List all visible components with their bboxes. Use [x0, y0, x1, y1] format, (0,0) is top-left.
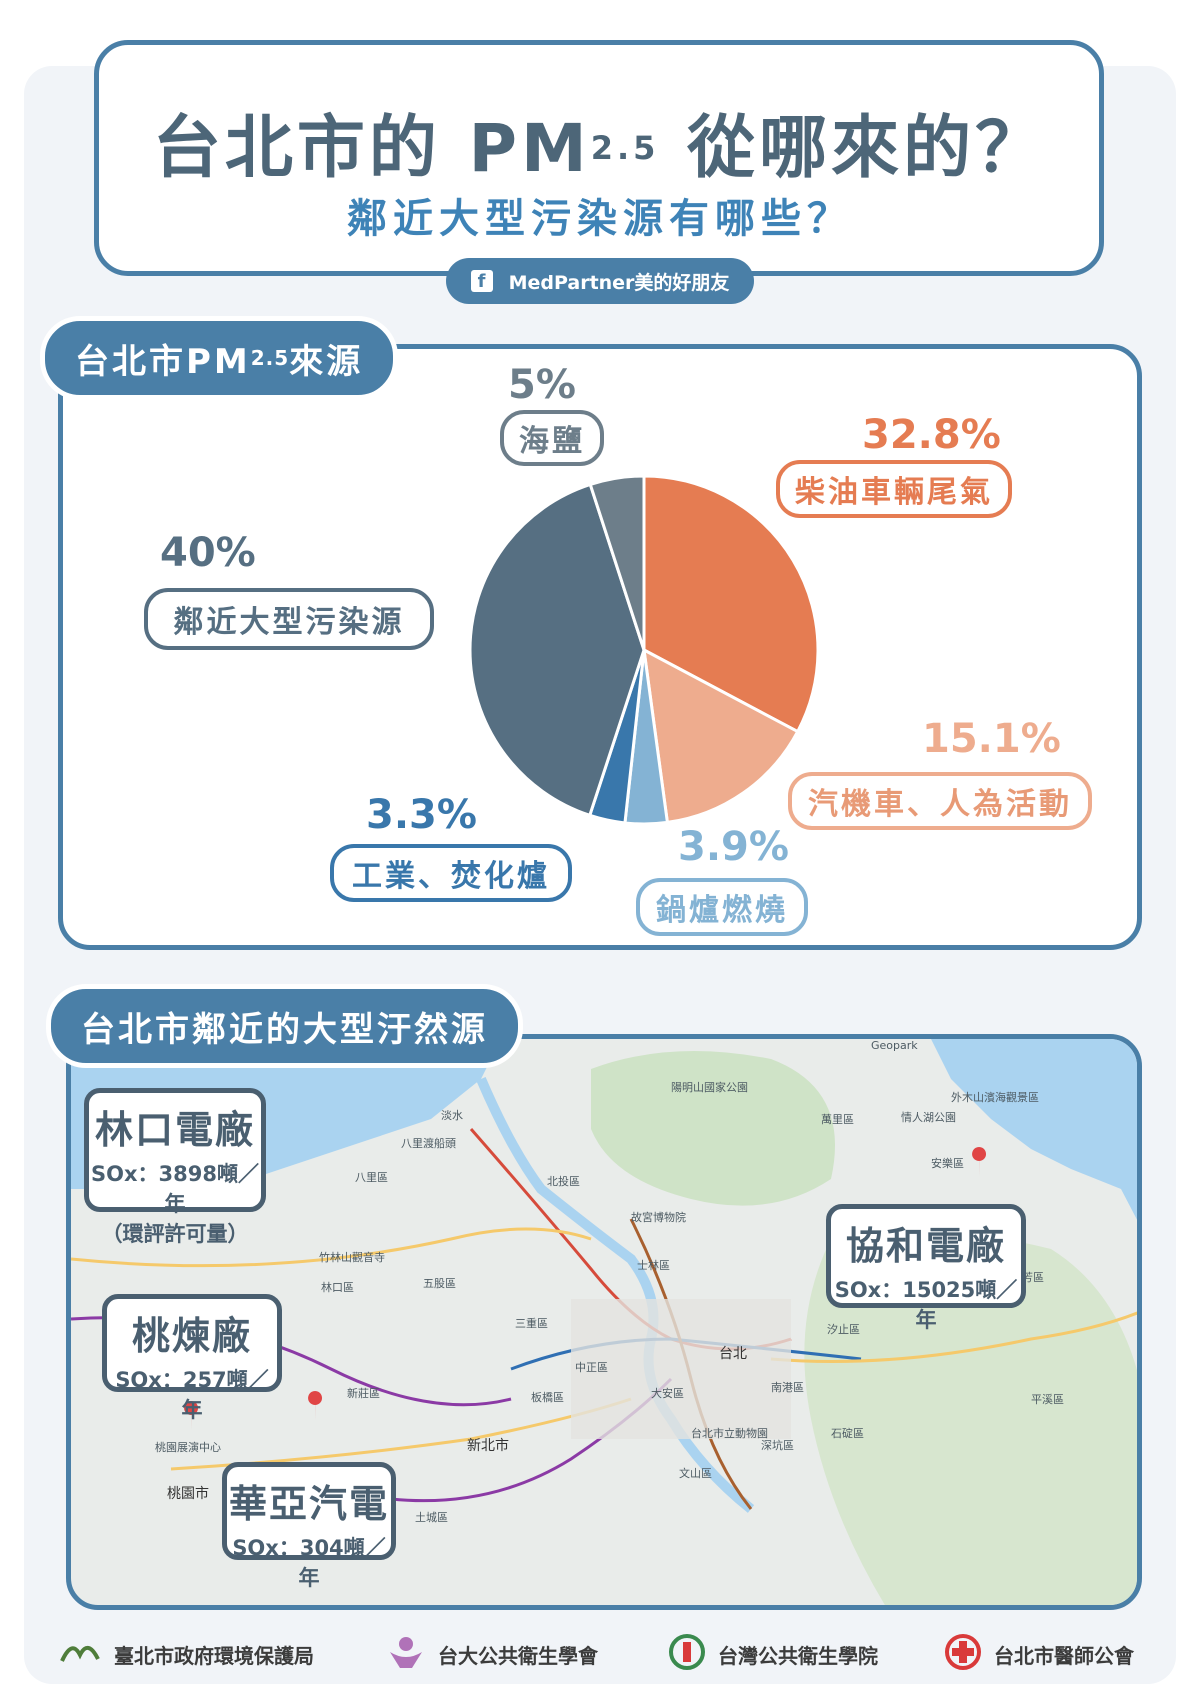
map-label-xinzhuang: 新莊區 [347, 1387, 380, 1400]
plant-linkou-sox: SOx：3898噸／年 [91, 1162, 259, 1216]
map-label-palace-museum: 故宮博物院 [631, 1211, 686, 1224]
epa-logo-icon [58, 1635, 102, 1674]
section-title-sources: 台北市PM 2.5 來源 [40, 316, 399, 400]
map-label-lovers-lake: 情人湖公園 [901, 1111, 956, 1124]
section1-title-suffix: 來源 [289, 341, 364, 382]
page-subtitle: 鄰近大型污染源有哪些？ [347, 196, 853, 242]
pct-diesel: 32.8% [862, 412, 1001, 458]
footer-ntu: 台大公共衛生學會 [386, 1634, 598, 1674]
map-label-danshui: 淡水 [441, 1109, 463, 1122]
footer-doctors: 台北市醫師公會 [944, 1633, 1134, 1676]
map-label-zhulin-temple: 竹林山觀音寺 [319, 1251, 385, 1264]
map-label-shiding: 石碇區 [831, 1427, 864, 1440]
callout-vehicles: 汽機車、人為活動 [788, 772, 1092, 830]
map-label-wugu: 五股區 [423, 1277, 456, 1290]
map-label-linkou: 林口區 [321, 1281, 354, 1294]
section1-title-prefix: 台北市PM [75, 341, 251, 382]
callout-industry: 工業、焚化爐 [330, 844, 572, 902]
pct-industry: 3.3% [366, 792, 477, 838]
plant-huaya-name: 華亞汽電 [228, 1482, 389, 1526]
title-box [94, 40, 1104, 276]
map-label-shilin: 士林區 [637, 1259, 670, 1272]
title-prefix: 台北市的 [152, 109, 441, 188]
footer-college: 台灣公共衛生學院 [668, 1633, 878, 1676]
credit-tag: f MedPartner美的好朋友 [446, 258, 754, 304]
footer-epa-label: 臺北市政府環境保護局 [114, 1643, 314, 1668]
section-title-polluters: 台北市鄰近的大型汙然源 [46, 984, 523, 1068]
callout-neighbor: 鄰近大型污染源 [144, 588, 434, 650]
map-label-zhongzheng: 中正區 [575, 1361, 608, 1374]
footer-college-label: 台灣公共衛生學院 [718, 1643, 878, 1668]
page-title: 台北市的 PM2.5 從哪來的？ [0, 92, 1200, 191]
plant-taolian-sox: SOx：257噸／年 [115, 1368, 269, 1422]
plant-huaya: 華亞汽電 SOx：304噸／年 [222, 1462, 396, 1590]
title-sub: 2.5 [590, 129, 660, 167]
map-label-nangang: 南港區 [771, 1381, 804, 1394]
map-label-anle: 安樂區 [931, 1157, 964, 1170]
plant-taolian: 桃煉廠 SOx：257噸／年 [102, 1294, 282, 1422]
title-pm: PM [468, 110, 591, 187]
map-label-taoyuan-arena: 桃園展演中心 [155, 1441, 221, 1454]
map-label-bali-ferry: 八里渡船頭 [401, 1137, 456, 1150]
map-label-taoyuan: 桃園市 [167, 1486, 209, 1502]
map-graphic [71, 1039, 1137, 1605]
title-suffix: 從哪來的？ [687, 109, 1048, 188]
pct-neighbor: 40% [160, 530, 256, 576]
pct-seasalt: 5% [508, 362, 576, 408]
footer-ntu-label: 台大公共衛生學會 [438, 1643, 598, 1668]
map-label-wanli: 萬里區 [821, 1113, 854, 1126]
plant-linkou: 林口電廠 SOx：3898噸／年 （環評許可量） [84, 1088, 266, 1246]
map-label-pingxi: 平溪區 [1031, 1393, 1064, 1406]
footer-epa: 臺北市政府環境保護局 [58, 1634, 314, 1674]
ntu-public-health-logo-icon [386, 1634, 426, 1675]
section1-title-sub: 2.5 [250, 346, 290, 370]
map-label-wenshan: 文山區 [679, 1467, 712, 1480]
plant-huaya-sox: SOx：304噸／年 [232, 1536, 386, 1590]
map-label-banqiao: 板橋區 [531, 1391, 564, 1404]
callout-seasalt: 海鹽 [500, 410, 604, 466]
pct-vehicles: 15.1% [922, 716, 1061, 762]
map-label-tucheng: 土城區 [415, 1511, 448, 1524]
map-label-taipei: 台北 [719, 1346, 747, 1362]
pct-boiler: 3.9% [678, 824, 789, 870]
map-label-daan: 大安區 [651, 1387, 684, 1400]
facebook-icon: f [470, 270, 493, 292]
map-label-geopark: Geopark [871, 1039, 918, 1052]
public-health-college-logo-icon [668, 1633, 706, 1676]
map-label-yangmingshan: 陽明山國家公園 [671, 1081, 748, 1094]
map-label-sanchong: 三重區 [515, 1317, 548, 1330]
footer-doctors-label: 台北市醫師公會 [994, 1643, 1134, 1668]
plant-xiehe-sox: SOx：15025噸／年 [834, 1278, 1018, 1332]
plant-linkou-name: 林口電廠 [94, 1108, 255, 1152]
plant-linkou-note: （環評許可量） [101, 1222, 249, 1246]
map-label-zoo: 台北市立動物園 [691, 1427, 768, 1440]
map-label-beitou: 北投區 [547, 1175, 580, 1188]
map-label-newtaipei: 新北市 [467, 1438, 509, 1454]
callout-boiler: 鍋爐燃燒 [636, 878, 808, 936]
plant-xiehe: 協和電廠 SOx：15025噸／年 [826, 1204, 1026, 1332]
map-label-bali: 八里區 [355, 1171, 388, 1184]
plant-taolian-name: 桃煉廠 [131, 1314, 252, 1358]
map-label-xizhi: 汐止區 [827, 1323, 860, 1336]
callout-diesel: 柴油車輛尾氣 [776, 460, 1012, 518]
red-cross-icon [944, 1633, 982, 1676]
plant-xiehe-name: 協和電廠 [845, 1224, 1006, 1268]
credit-label: MedPartner美的好朋友 [508, 271, 730, 294]
map-label-waimushan: 外木山濱海觀景區 [951, 1091, 1039, 1104]
map-label-shenkeng: 深坑區 [761, 1439, 794, 1452]
